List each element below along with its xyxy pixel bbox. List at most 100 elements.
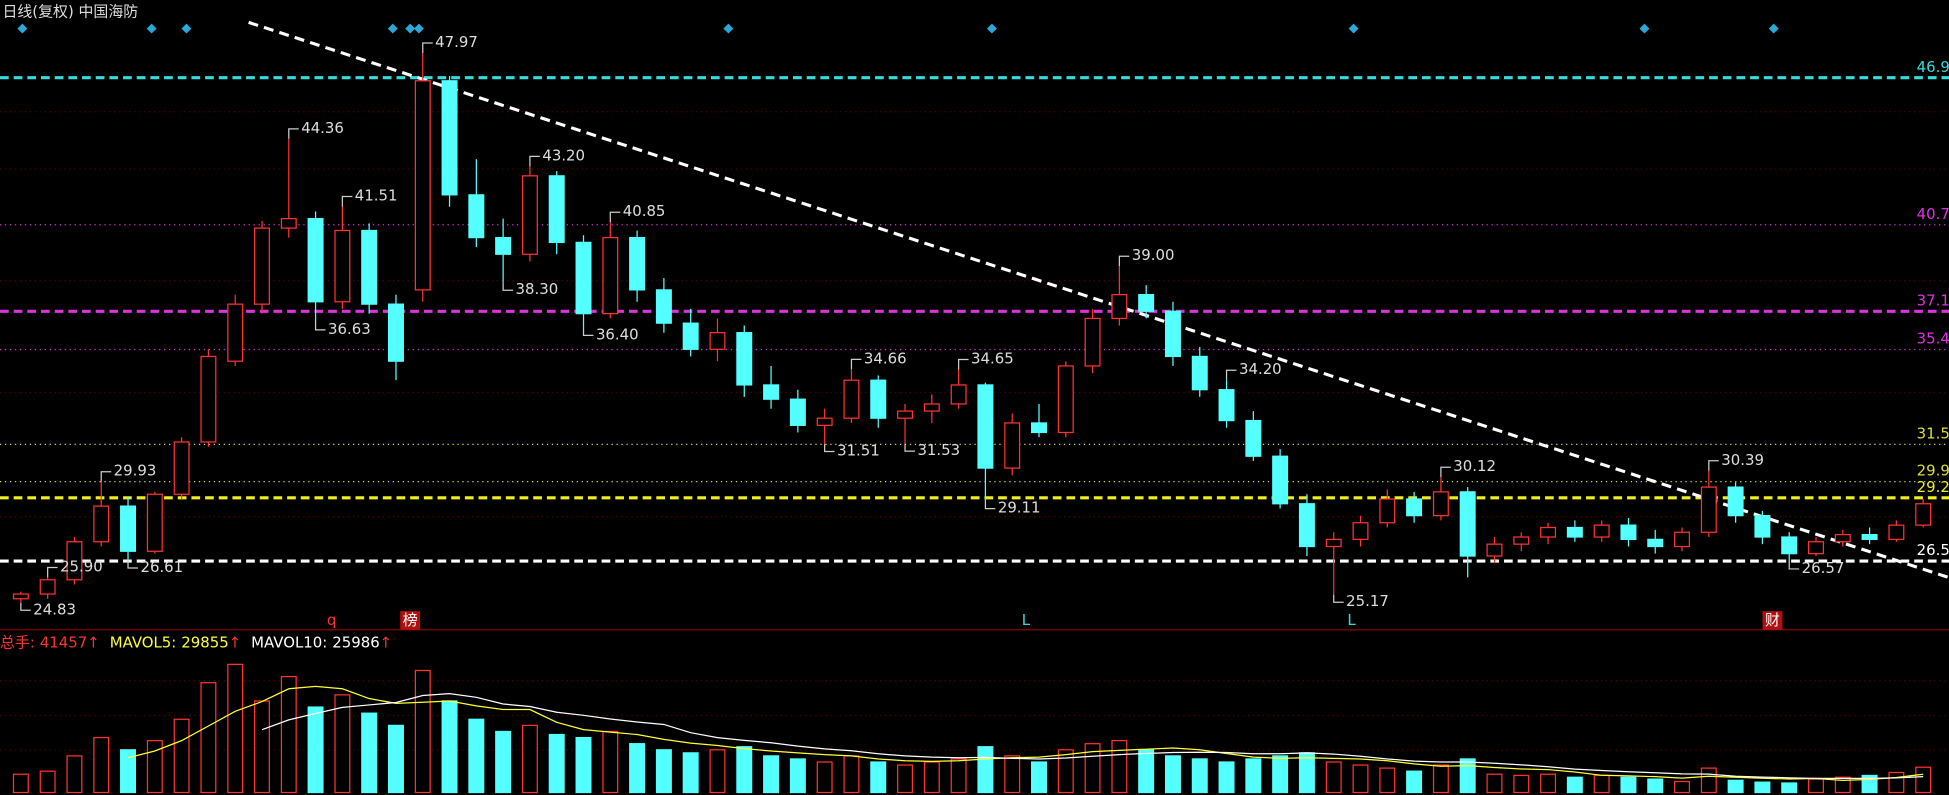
extreme-label: 25.90 <box>60 557 103 575</box>
event-label: L <box>1347 611 1356 629</box>
extreme-label: 25.17 <box>1346 592 1389 610</box>
volume-bar <box>1057 749 1074 794</box>
volume-bar <box>387 724 404 794</box>
candle-body <box>1674 531 1691 548</box>
volume-bar <box>1674 780 1691 794</box>
candle-body <box>1245 419 1262 457</box>
extreme-label: 38.30 <box>516 280 559 298</box>
volume-bar <box>1298 752 1315 794</box>
extreme-label: 36.40 <box>596 325 639 343</box>
candle-body <box>521 175 538 255</box>
candle-body <box>897 410 914 419</box>
volume-bar <box>1781 782 1798 794</box>
volume-bar <box>1540 773 1557 794</box>
volume-legend: 总手: 41457↑ MAVOL5: 29855↑ MAVOL10: 25986↑ <box>0 633 392 651</box>
extreme-label: 30.39 <box>1721 451 1764 469</box>
candle-body <box>441 80 458 196</box>
volume-bar <box>66 755 83 794</box>
extreme-label: 26.61 <box>140 558 183 576</box>
extreme-leader <box>47 566 58 578</box>
candle-body <box>1834 534 1851 543</box>
candle-body <box>843 379 860 419</box>
volume-bar <box>1700 767 1717 794</box>
volume-bar <box>629 743 646 794</box>
level-label: 35.4 <box>1917 330 1949 348</box>
extreme-leader <box>1225 369 1237 381</box>
mavol-line <box>261 693 1924 779</box>
candle-body <box>1513 536 1530 545</box>
volume-bar <box>1031 761 1047 794</box>
candle-body <box>1218 389 1235 422</box>
extreme-label: 47.97 <box>435 33 478 51</box>
candle-body <box>307 217 324 303</box>
candle-body <box>334 229 351 303</box>
candle-body <box>1298 503 1315 548</box>
candle-body <box>629 236 646 291</box>
candle-body <box>173 441 190 495</box>
candle-body <box>709 332 726 350</box>
candle-body <box>1191 355 1208 391</box>
volume-bar <box>120 749 137 794</box>
extreme-label: 34.66 <box>864 349 907 367</box>
volume-bar <box>789 758 806 794</box>
volume-bar <box>12 773 29 794</box>
candle-body <box>468 194 485 239</box>
volume-bar <box>1727 779 1744 794</box>
panel-grid <box>0 111 1949 751</box>
volume-bar <box>307 706 324 794</box>
volume-bar <box>709 749 726 794</box>
candle-body <box>1888 524 1905 541</box>
volume-bar <box>1164 755 1181 794</box>
extreme-leader <box>1333 594 1344 603</box>
event-label: 财 <box>1765 611 1780 629</box>
extreme-label: 31.51 <box>837 442 880 460</box>
candle-body <box>414 80 431 291</box>
candle-body <box>950 384 967 405</box>
candle-body <box>1593 524 1610 538</box>
volume-bar <box>1566 776 1583 794</box>
extreme-leader <box>502 282 514 291</box>
candle-body <box>1138 294 1155 312</box>
level-label: 31.5 <box>1917 424 1949 442</box>
volume-bar <box>736 746 753 794</box>
extreme-label: 41.51 <box>355 187 398 205</box>
extreme-leader <box>1788 561 1800 570</box>
level-label: 29.9 <box>1917 462 1949 480</box>
volume-bar <box>93 736 110 794</box>
volume-bar <box>682 752 699 794</box>
volume-bar <box>897 764 914 794</box>
legend-value: 29855 <box>181 633 228 651</box>
candle-body <box>682 322 699 350</box>
volume-bar <box>1191 758 1208 794</box>
volume-bar <box>1218 761 1235 794</box>
volume-bar <box>843 755 860 794</box>
extreme-label: 34.65 <box>971 350 1014 368</box>
extreme-label: 40.85 <box>623 202 666 220</box>
candle-body <box>66 541 83 581</box>
extreme-leader <box>288 128 299 139</box>
extreme-leader <box>609 211 621 223</box>
legend-name: MAVOL5: <box>110 633 177 651</box>
volume-bar <box>414 669 431 794</box>
candle-body <box>1700 486 1717 533</box>
volume-bar <box>1486 773 1503 794</box>
volume-bar <box>468 718 485 794</box>
volume-bar <box>923 761 940 794</box>
candle-body <box>1432 491 1449 517</box>
volume-bar <box>1620 776 1637 794</box>
extreme-leader <box>314 322 326 331</box>
event-label: L <box>1022 611 1031 629</box>
volume-bar <box>361 712 378 794</box>
volume-bar <box>816 761 833 794</box>
extreme-leader <box>957 358 969 370</box>
candle-body <box>789 398 806 426</box>
candle-body <box>1272 455 1289 505</box>
extreme-label: 36.63 <box>328 320 371 338</box>
volume-bar <box>146 740 163 794</box>
candle-body <box>1566 526 1583 538</box>
volume-bar <box>950 758 967 794</box>
extreme-leader <box>1118 255 1130 267</box>
legend-name: 总手: <box>0 633 35 651</box>
candle-body <box>1084 317 1101 367</box>
